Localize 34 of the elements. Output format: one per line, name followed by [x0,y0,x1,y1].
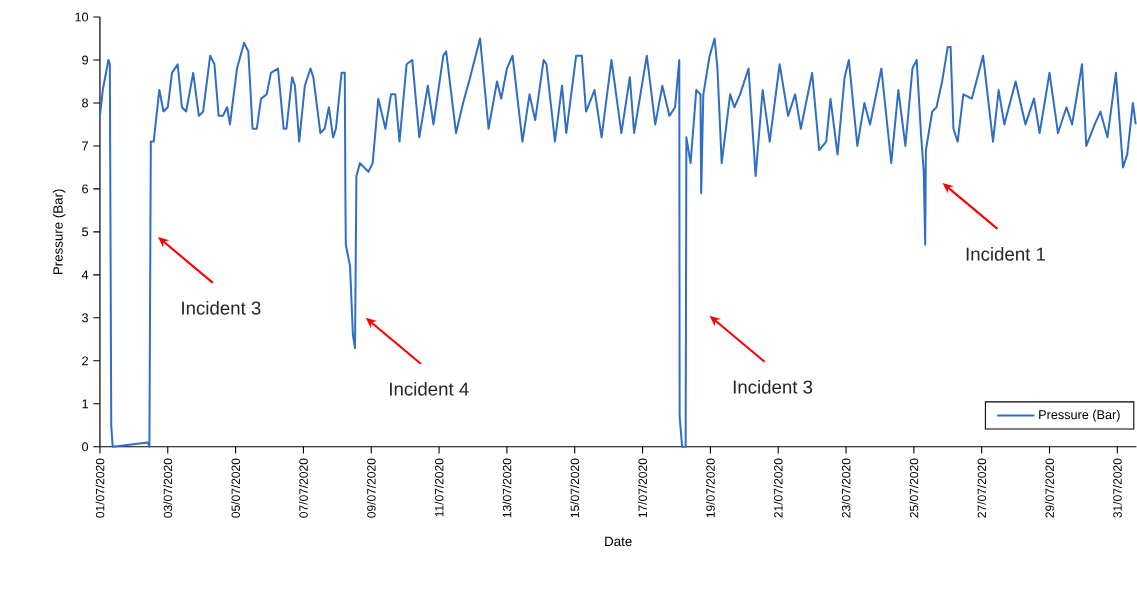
x-tick-label: 19/07/2020 [705,458,715,518]
x-tick-label: 27/07/2020 [977,458,987,518]
x-tick-label: 25/07/2020 [909,458,919,518]
x-tick-label: 05/07/2020 [231,458,241,518]
y-tick-label: 9 [82,55,88,65]
y-tick-label: 10 [75,12,89,22]
y-tick-label: 1 [82,399,88,409]
y-tick-label: 7 [82,141,88,151]
y-axis-title: Pressure (Bar) [52,189,66,275]
annotation: Incident 1 [966,247,1045,261]
legend-label: Pressure (Bar) [1039,410,1120,422]
y-tick-label: 2 [82,356,88,366]
x-tick-label: 29/07/2020 [1045,458,1054,518]
y-tick-label: 4 [81,270,89,280]
x-tick-label: 21/07/2020 [773,458,783,518]
x-tick-label: 17/07/2020 [638,458,647,518]
y-tick-label: 0 [82,442,89,452]
annotation: Incident 3 [733,380,813,394]
x-tick-label: 01/07/2020 [95,458,105,518]
x-tick-label: 15/07/2020 [570,458,580,518]
y-tick-label: 5 [82,227,89,237]
x-tick-label: 09/07/2020 [366,458,376,518]
y-tick-label: 8 [82,98,89,108]
x-tick-label: 23/07/2020 [841,458,851,518]
annotation: Incident 3 [182,301,261,315]
x-tick-label: 13/07/2020 [502,458,512,518]
y-tick-label: 6 [82,184,89,194]
x-tick-label: 31/07/2020 [1112,458,1122,518]
annotation: Incident 4 [390,382,469,396]
x-tick-label: 11/07/2020 [434,458,444,517]
x-axis-title: Date [605,536,632,547]
x-tick-label: 07/07/2020 [299,458,308,518]
y-tick-label: 3 [82,313,89,323]
x-tick-label: 03/07/2020 [163,458,173,518]
